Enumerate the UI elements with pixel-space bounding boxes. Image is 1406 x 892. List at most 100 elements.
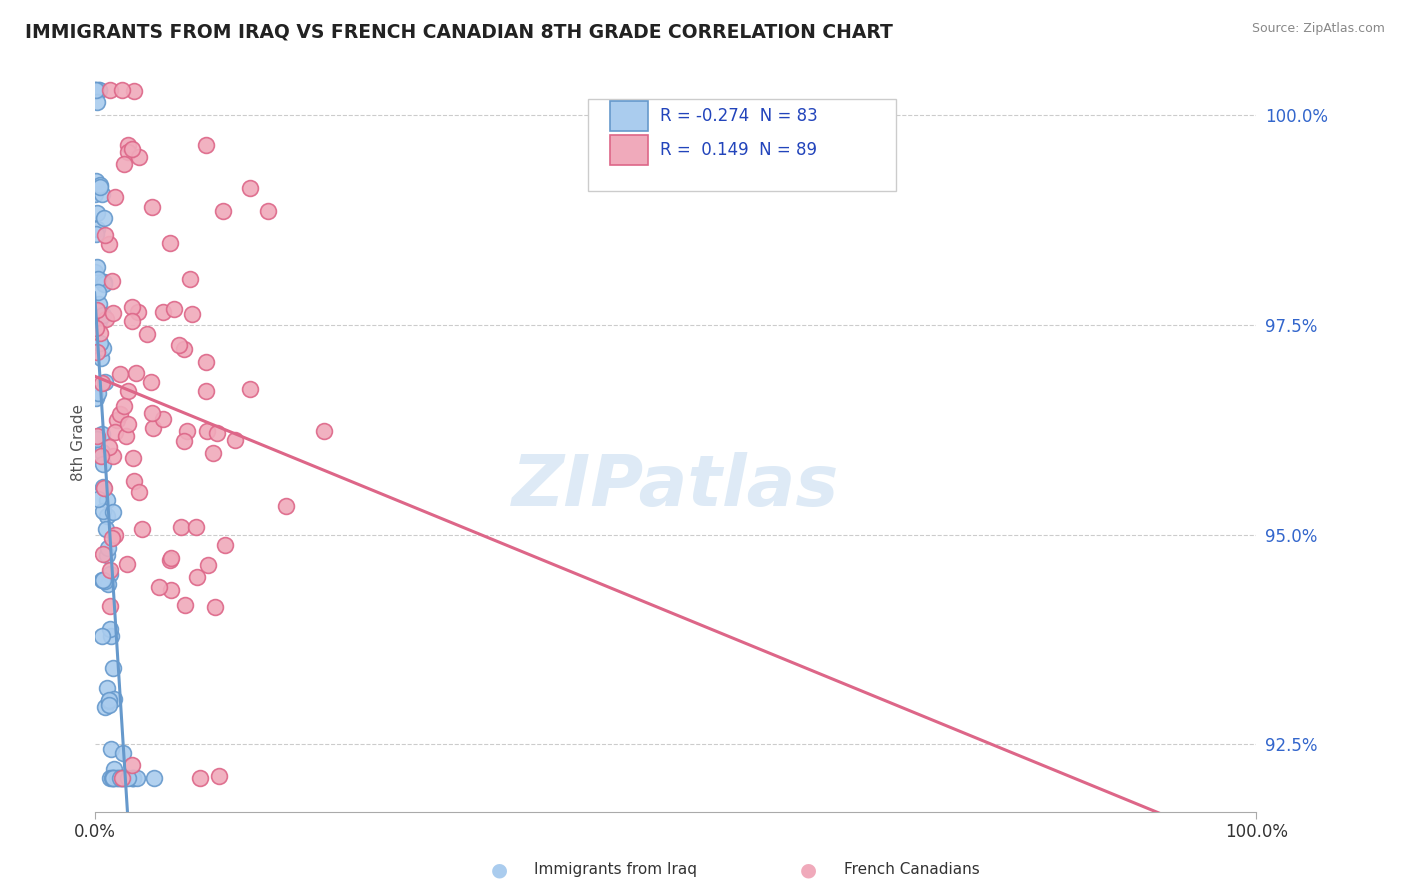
Point xyxy=(239,181,262,195)
Point xyxy=(111,771,134,785)
Point xyxy=(211,203,233,218)
Point xyxy=(84,265,107,279)
Point xyxy=(208,769,231,783)
Text: French Canadians: French Canadians xyxy=(844,863,980,877)
Point xyxy=(89,297,111,311)
Point xyxy=(107,771,129,785)
Point xyxy=(121,314,143,328)
Text: Source: ZipAtlas.com: Source: ZipAtlas.com xyxy=(1251,22,1385,36)
Point xyxy=(181,307,204,321)
Point xyxy=(117,417,139,431)
Point xyxy=(84,173,107,187)
Point xyxy=(142,421,165,435)
Point xyxy=(98,599,121,614)
Point xyxy=(204,599,226,614)
Point xyxy=(103,763,125,777)
Point xyxy=(93,275,115,289)
Point xyxy=(89,180,111,194)
Point xyxy=(111,83,134,97)
Point xyxy=(87,386,110,401)
Point xyxy=(100,771,122,785)
Point xyxy=(98,567,121,582)
Point xyxy=(87,285,110,299)
Point xyxy=(86,433,108,447)
Point xyxy=(93,548,115,562)
Point xyxy=(93,227,115,242)
Point xyxy=(194,354,217,368)
Point xyxy=(98,622,121,636)
Point xyxy=(160,550,183,565)
Point xyxy=(176,424,198,438)
Point xyxy=(86,227,108,241)
Point xyxy=(224,433,246,447)
Point xyxy=(86,344,108,359)
Point xyxy=(194,138,217,153)
Point xyxy=(94,700,117,714)
Point xyxy=(84,83,107,97)
Point xyxy=(111,746,134,760)
Point xyxy=(115,558,138,572)
Point xyxy=(124,85,146,99)
Point xyxy=(115,429,138,443)
Point xyxy=(96,681,118,696)
Point xyxy=(84,83,107,97)
Point xyxy=(257,204,280,219)
Point xyxy=(122,451,145,466)
Point xyxy=(93,573,115,587)
Point xyxy=(90,449,112,463)
Point xyxy=(121,142,143,156)
Point xyxy=(127,305,149,319)
Point xyxy=(117,137,139,152)
Point xyxy=(91,574,114,588)
Point xyxy=(117,384,139,398)
Point xyxy=(139,375,162,389)
Point xyxy=(89,178,111,193)
Point xyxy=(91,480,114,494)
Point xyxy=(90,186,112,201)
Point xyxy=(131,522,153,536)
Point xyxy=(122,771,145,785)
Point xyxy=(98,698,121,712)
Point xyxy=(86,260,108,275)
Point xyxy=(169,338,191,352)
Point xyxy=(100,629,122,643)
Point xyxy=(96,523,118,537)
Point xyxy=(104,189,127,203)
Point xyxy=(117,145,139,159)
Point xyxy=(86,304,108,318)
Point xyxy=(86,444,108,458)
Point xyxy=(97,577,120,591)
Point xyxy=(125,771,148,785)
Point xyxy=(101,449,124,463)
Point xyxy=(98,694,121,708)
Point xyxy=(103,691,125,706)
Point xyxy=(152,412,174,426)
Point xyxy=(87,83,110,97)
Point xyxy=(94,574,117,589)
Point xyxy=(122,771,145,785)
Point xyxy=(94,375,117,389)
Point xyxy=(86,303,108,318)
Point xyxy=(96,548,118,562)
Point xyxy=(239,382,262,396)
Point xyxy=(86,206,108,220)
Point xyxy=(122,475,145,489)
Point xyxy=(108,407,131,421)
Y-axis label: 8th Grade: 8th Grade xyxy=(72,404,86,481)
Point xyxy=(101,531,124,545)
Text: ZIPatlas: ZIPatlas xyxy=(512,452,839,521)
Point xyxy=(186,520,208,534)
Point xyxy=(114,399,136,413)
Point xyxy=(98,771,121,785)
Point xyxy=(163,302,186,317)
Point xyxy=(91,275,114,289)
Point xyxy=(84,83,107,97)
Point xyxy=(103,527,125,541)
Text: IMMIGRANTS FROM IRAQ VS FRENCH CANADIAN 8TH GRADE CORRELATION CHART: IMMIGRANTS FROM IRAQ VS FRENCH CANADIAN … xyxy=(25,22,893,41)
FancyBboxPatch shape xyxy=(588,99,896,191)
Point xyxy=(91,308,114,322)
Point xyxy=(93,277,115,291)
Point xyxy=(97,541,120,556)
Point xyxy=(101,306,124,320)
Point xyxy=(105,771,128,785)
